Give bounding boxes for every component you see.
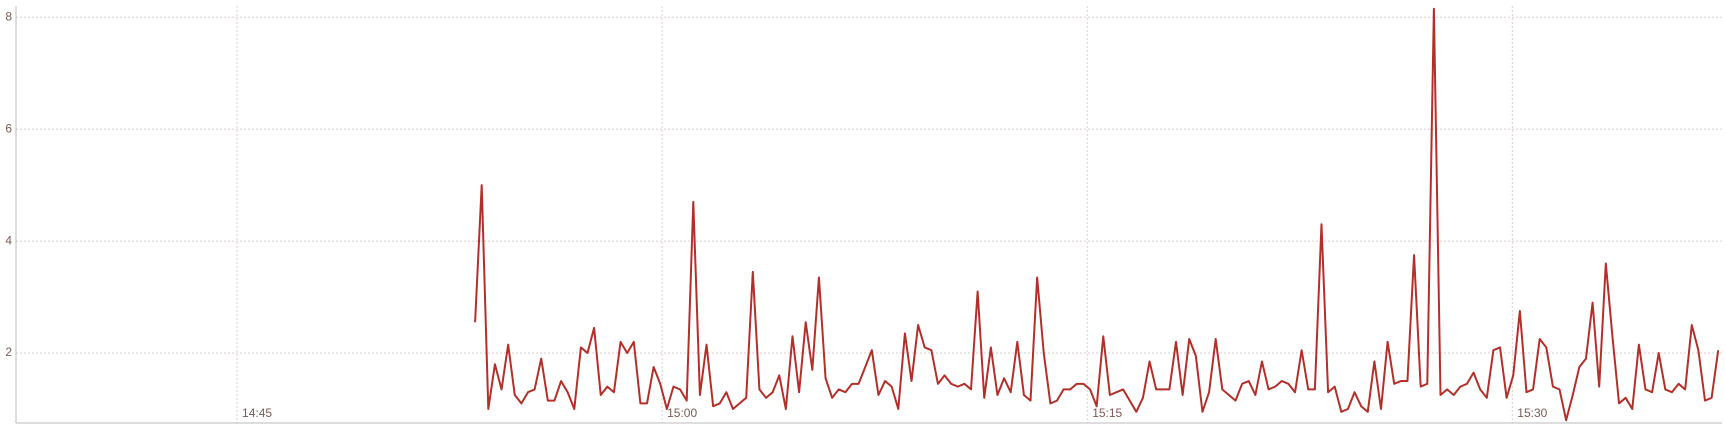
x-tick-label: 14:45	[242, 406, 272, 420]
x-tick-label: 15:15	[1092, 406, 1122, 420]
data-line	[474, 7, 1720, 422]
x-tick-label: 15:00	[667, 406, 697, 420]
y-tick-label: 4	[5, 233, 12, 247]
y-tick-label: 8	[5, 9, 12, 23]
x-tick-label: 15:30	[1517, 406, 1547, 420]
y-tick-label: 6	[5, 121, 12, 135]
y-tick-label: 2	[5, 345, 12, 359]
